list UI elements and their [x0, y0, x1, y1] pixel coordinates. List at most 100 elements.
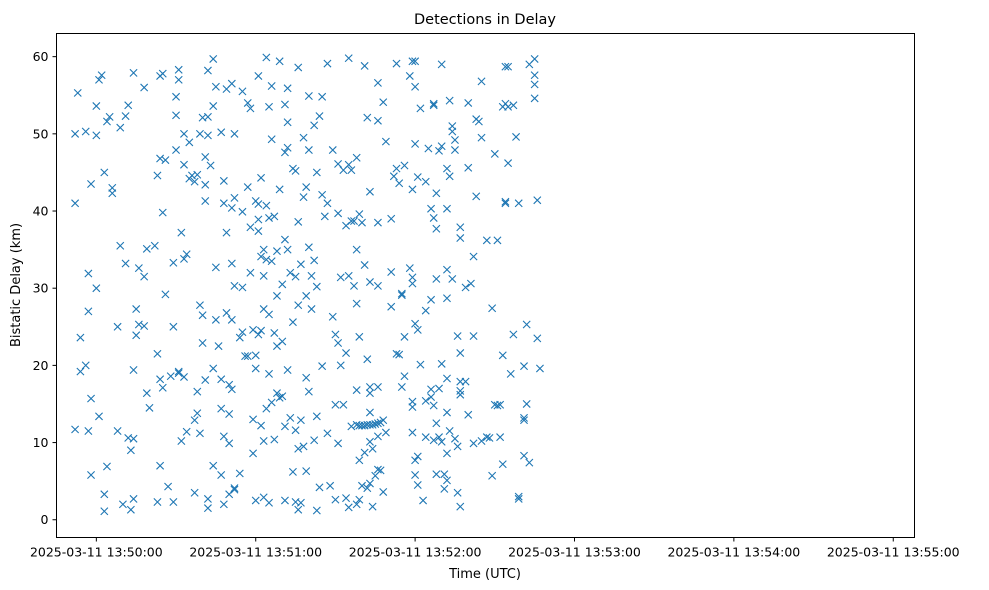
data-point [294, 505, 303, 514]
data-point [453, 488, 462, 497]
data-point [299, 193, 308, 202]
data-point [206, 161, 215, 170]
data-point [275, 185, 284, 194]
data-point [344, 54, 353, 63]
data-point [272, 291, 281, 300]
data-point [464, 163, 473, 172]
data-point [129, 434, 138, 443]
data-point [126, 446, 135, 455]
data-point [397, 383, 406, 391]
data-point [262, 255, 271, 264]
data-point [105, 112, 114, 121]
data-point [373, 383, 382, 391]
data-point [251, 496, 260, 505]
data-point [129, 68, 138, 77]
chart-title: Detections in Delay [414, 12, 556, 28]
data-point [456, 386, 465, 395]
data-point [272, 389, 281, 398]
data-point [368, 444, 377, 453]
data-point [373, 465, 382, 474]
data-point [243, 352, 252, 361]
data-point [238, 87, 247, 96]
data-point [397, 291, 406, 300]
data-point [310, 436, 319, 445]
data-point [108, 189, 117, 198]
data-point [437, 437, 446, 446]
data-point [469, 252, 478, 261]
data-point [283, 245, 292, 254]
data-point [145, 403, 154, 412]
data-point [132, 331, 141, 340]
data-point [365, 278, 374, 287]
data-point [448, 127, 457, 136]
data-point [498, 351, 507, 360]
data-point [304, 387, 313, 396]
data-point [456, 349, 465, 358]
data-point [257, 252, 266, 261]
x-tick-label: 2025-03-11 13:55:00 [827, 545, 960, 560]
data-point [243, 98, 252, 107]
data-point [84, 427, 93, 435]
data-point [294, 301, 303, 310]
data-point [307, 271, 316, 280]
data-point [381, 137, 390, 146]
y-tick-label: 20 [33, 358, 49, 373]
data-point [323, 199, 332, 208]
data-point [331, 495, 340, 504]
data-point [416, 104, 425, 113]
data-point [504, 159, 513, 168]
data-point [429, 401, 438, 410]
data-point [102, 117, 111, 126]
data-point [408, 403, 417, 412]
data-point [238, 328, 247, 337]
data-point [87, 394, 96, 403]
data-point [100, 490, 109, 499]
data-point [472, 192, 481, 201]
data-point [283, 143, 292, 152]
data-point [530, 94, 539, 103]
data-point [172, 92, 181, 101]
data-point [225, 410, 234, 418]
data-point [363, 113, 372, 122]
data-point [514, 199, 523, 208]
data-point [278, 392, 287, 401]
data-point [235, 333, 244, 342]
data-point [195, 429, 204, 438]
data-point [249, 449, 258, 458]
data-point [294, 444, 303, 453]
y-tick-label: 0 [41, 512, 49, 527]
data-point [355, 210, 364, 219]
data-point [424, 144, 433, 153]
data-point [291, 166, 300, 175]
data-point [328, 146, 337, 155]
data-point [158, 69, 167, 78]
data-point [334, 209, 343, 218]
y-tick-label: 40 [33, 204, 49, 219]
data-point [129, 494, 138, 503]
data-point [280, 422, 289, 431]
data-point [323, 429, 332, 438]
data-point [350, 281, 358, 290]
data-point [522, 320, 531, 329]
data-point [174, 75, 183, 84]
data-point [432, 224, 441, 233]
data-point [142, 389, 151, 398]
data-point [427, 204, 436, 213]
data-point [182, 250, 191, 259]
data-point [315, 483, 324, 492]
data-point [368, 420, 377, 429]
data-point [150, 241, 159, 250]
data-point [413, 173, 422, 182]
data-point [230, 485, 239, 494]
data-point [272, 247, 281, 256]
data-point [262, 404, 271, 413]
data-point [413, 452, 422, 461]
data-point [352, 153, 361, 162]
data-point [400, 372, 409, 381]
data-point [214, 342, 223, 351]
data-point [288, 318, 297, 327]
data-point [442, 294, 451, 303]
data-point [347, 217, 356, 226]
data-point [411, 456, 420, 465]
data-point [411, 82, 420, 91]
